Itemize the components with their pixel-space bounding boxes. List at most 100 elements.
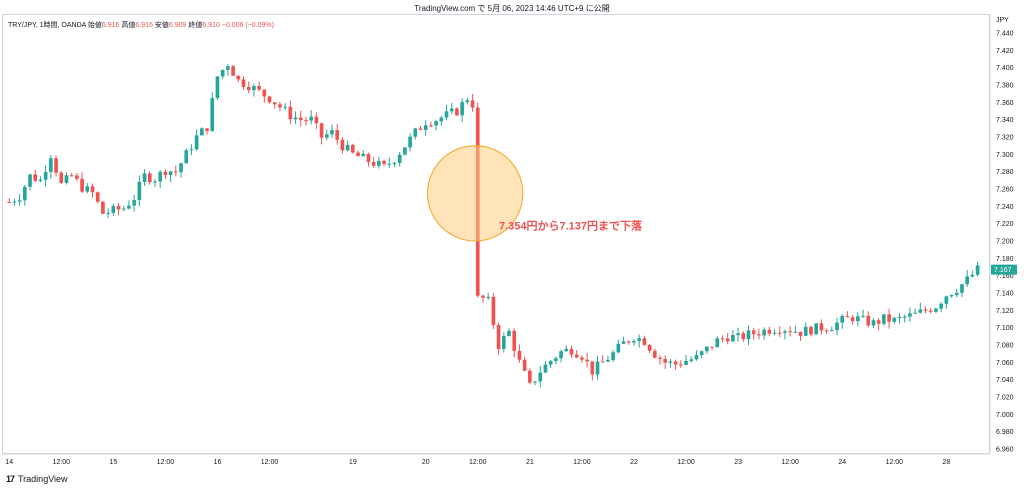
- y-tick-label: 7.040: [996, 377, 1014, 384]
- candle-body: [897, 316, 902, 319]
- candle-body: [314, 116, 319, 124]
- candle-body: [715, 338, 720, 348]
- candle-body: [387, 163, 392, 165]
- y-tick-label: 7.180: [996, 256, 1014, 263]
- x-tick-label: 12:00: [886, 459, 904, 466]
- candle-body: [699, 351, 704, 356]
- candle-body: [663, 358, 668, 363]
- candle-body: [413, 128, 418, 137]
- candle-body: [49, 158, 53, 173]
- candle-body: [934, 308, 938, 312]
- candle-body: [939, 303, 943, 309]
- x-tick-label: 12:00: [53, 459, 71, 466]
- candle-body: [153, 181, 157, 183]
- tradingview-logo-icon: 17: [6, 474, 15, 484]
- candle-body: [200, 128, 204, 136]
- legend-high-label: 高値: [121, 22, 136, 29]
- candle-body: [184, 150, 189, 164]
- candle-body: [720, 338, 725, 340]
- candle-body: [335, 130, 340, 140]
- y-tick-label: 7.160: [996, 273, 1014, 280]
- candle-body: [600, 361, 605, 363]
- candle-body: [90, 186, 95, 193]
- candle-body: [356, 152, 360, 157]
- candle-body: [23, 186, 27, 201]
- candle-body: [85, 186, 90, 192]
- x-tick-label: 28: [942, 459, 950, 466]
- candle-body: [12, 201, 17, 203]
- last-price-label: 7.167: [994, 267, 1012, 274]
- candle-body: [616, 343, 621, 353]
- candle-body: [908, 313, 912, 317]
- candle-body: [392, 162, 397, 164]
- x-tick-label: 20: [422, 459, 430, 466]
- x-tick-label: 12:00: [677, 459, 695, 466]
- candle-body: [173, 171, 178, 173]
- candle-body: [829, 330, 834, 332]
- candle-body: [507, 330, 511, 336]
- x-tick-label: 19: [349, 459, 357, 466]
- y-tick-label: 7.000: [996, 412, 1014, 419]
- candle-body: [257, 85, 261, 90]
- candle-body: [330, 130, 334, 135]
- candle-body: [501, 335, 506, 349]
- candle-body: [345, 144, 350, 151]
- candle-body: [121, 208, 126, 210]
- candle-body: [564, 348, 569, 352]
- candle-body: [767, 329, 772, 334]
- legend-low-value: 6.909: [168, 22, 187, 29]
- y-tick-label: 7.300: [996, 152, 1014, 159]
- y-tick-label: 6.980: [996, 429, 1014, 436]
- x-tick-label: 12:00: [261, 459, 279, 466]
- candle-body: [637, 338, 641, 341]
- candle-body: [397, 154, 402, 163]
- legend-close-label: 終値: [188, 22, 203, 29]
- candle-body: [382, 160, 386, 164]
- candle-body: [668, 361, 673, 363]
- x-tick-label: 14: [5, 459, 13, 466]
- candle-body: [928, 310, 933, 312]
- candle-body: [543, 364, 548, 373]
- x-tick-label: 22: [630, 459, 638, 466]
- candle-body: [892, 318, 897, 322]
- price-axis-currency: JPY: [996, 17, 1009, 24]
- candle-body: [444, 111, 449, 118]
- y-tick-label: 7.080: [996, 343, 1014, 350]
- candle-body: [882, 314, 886, 324]
- candle-body: [876, 320, 881, 324]
- candle-body: [559, 351, 563, 359]
- y-tick-label: 7.340: [996, 117, 1014, 124]
- candle-body: [288, 106, 293, 120]
- candle-body: [621, 341, 626, 344]
- candle-body: [95, 192, 100, 202]
- candle-body: [231, 66, 235, 76]
- candle-body: [746, 330, 751, 340]
- x-tick-label: 12:00: [157, 459, 175, 466]
- y-tick-label: 7.420: [996, 48, 1014, 55]
- candle-body: [215, 76, 220, 99]
- x-tick-label: 16: [214, 459, 222, 466]
- candle-body: [835, 322, 839, 331]
- candle-body: [913, 312, 917, 314]
- candle-body: [944, 296, 949, 304]
- candle-body: [673, 361, 678, 365]
- y-tick-label: 7.120: [996, 308, 1014, 315]
- last-price-tag: [991, 264, 1017, 275]
- candle-body: [606, 359, 610, 362]
- candle-body: [64, 175, 69, 183]
- x-tick-label: 12:00: [469, 459, 487, 466]
- candle-body: [819, 323, 824, 331]
- candle-body: [455, 108, 459, 116]
- candle-body: [262, 89, 267, 97]
- candle-body: [366, 153, 371, 162]
- candle-body: [38, 179, 43, 181]
- candle-body: [54, 158, 58, 173]
- candle-body: [840, 316, 845, 323]
- candle-body: [241, 79, 246, 87]
- candle-body: [163, 171, 168, 176]
- candle-body: [632, 340, 636, 343]
- y-tick-label: 7.380: [996, 83, 1014, 90]
- candle-body: [554, 358, 558, 361]
- candle-body: [319, 123, 324, 138]
